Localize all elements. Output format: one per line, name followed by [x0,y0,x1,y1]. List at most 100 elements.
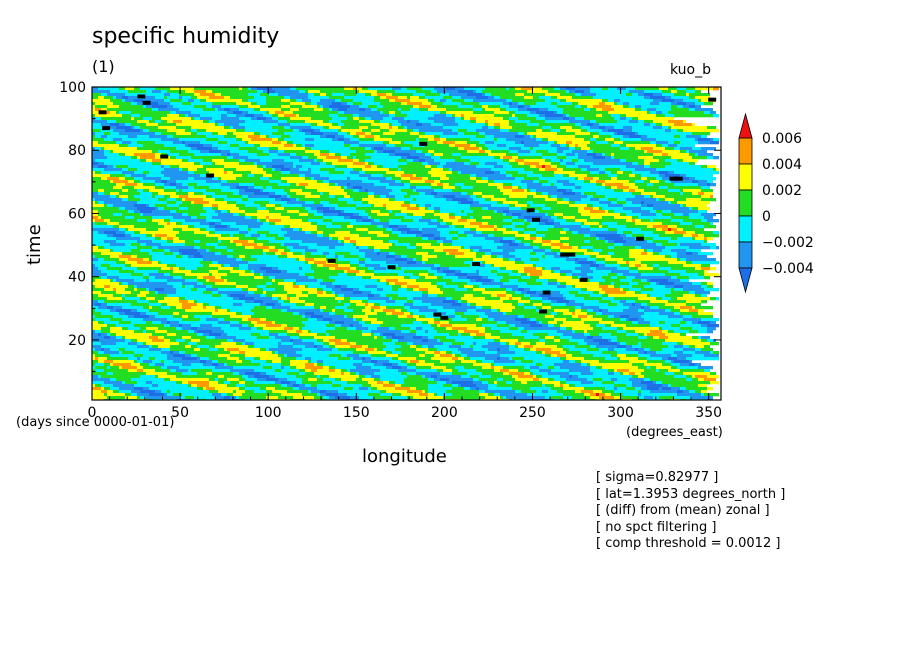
heatmap-cell [134,330,143,334]
heatmap-cell [590,369,608,373]
heatmap-cell [386,96,398,100]
heatmap-cell [314,129,320,133]
heatmap-cell [344,210,365,214]
heatmap-cell [296,114,299,118]
heatmap-cell [434,336,446,340]
heatmap-cell [710,342,719,346]
heatmap-cell [674,93,686,97]
heatmap-cell [119,255,131,259]
heatmap-cell [131,339,137,343]
heatmap-cell [608,204,623,208]
heatmap-cell [503,372,509,376]
heatmap-cell [704,234,719,238]
heatmap-cell [164,219,170,223]
heatmap-cell [305,150,320,154]
heatmap-cell [629,306,641,310]
heatmap-cell [383,321,413,325]
heatmap-cell [695,291,710,295]
heatmap-cell [677,357,686,361]
heatmap-cell [500,267,506,271]
heatmap-cell [683,315,692,319]
heatmap-cell [329,192,347,196]
heatmap-cell [476,309,491,313]
heatmap-cell [362,309,371,313]
heatmap-cell [626,330,635,334]
heatmap-cell [488,348,497,352]
heatmap-cell [518,201,527,205]
heatmap-cell [638,357,647,361]
heatmap-cell [530,366,539,370]
heatmap-cell [377,336,383,340]
heatmap-cell [167,333,176,337]
heatmap-cell [92,126,110,130]
heatmap-cell [263,150,269,154]
heatmap-cell [119,207,125,211]
heatmap-cell [122,351,134,355]
heatmap-cell [248,150,263,154]
heatmap-cell [179,249,197,253]
heatmap-cell [656,243,662,247]
heatmap-cell [260,234,266,238]
heatmap-cell [413,321,422,325]
heatmap-cell [491,252,509,256]
heatmap-cell [677,228,683,232]
heatmap-cell [677,252,686,256]
heatmap-cell [464,330,479,334]
heatmap-cell [98,141,116,145]
heatmap-cell [110,249,113,253]
heatmap-cell [272,114,278,118]
heatmap-cell [98,87,119,91]
heatmap-cell [140,126,158,130]
heatmap-cell [350,195,368,199]
heatmap-cell [182,255,188,259]
heatmap-cell [581,276,593,280]
heatmap-cell [638,120,644,124]
heatmap-cell [272,117,278,121]
heatmap-cell [629,267,638,271]
heatmap-cell [641,228,656,232]
heatmap-cell [443,270,455,274]
heatmap-cell [401,168,431,172]
heatmap-cell [671,276,677,280]
heatmap-cell [356,93,365,97]
heatmap-cell [107,276,119,280]
heatmap-cell [455,312,464,316]
heatmap-cell [587,348,599,352]
heatmap-cell [365,285,377,289]
heatmap-cell [530,273,542,277]
heatmap-cell [164,339,170,343]
heatmap-cell [437,219,443,223]
heatmap-cell [425,165,431,169]
heatmap-cell [560,327,566,331]
heatmap-cell [209,333,221,337]
heatmap-cell [200,99,206,103]
heatmap-cell [170,165,179,169]
heatmap-cell [365,375,371,379]
heatmap-cell [422,123,431,127]
heatmap-cell [359,144,386,148]
heatmap-cell [101,345,137,349]
chart-title: specific humidity [92,24,280,49]
heatmap-cell [587,258,596,262]
heatmap-cell [320,375,329,379]
heatmap-cell [221,252,263,256]
heatmap-cell [338,237,344,241]
heatmap-cell [242,342,245,346]
heatmap-cell [134,351,161,355]
heatmap-cell [677,87,686,91]
heatmap-cell [95,354,110,358]
heatmap-cell [662,123,674,127]
heatmap-cell [182,183,188,187]
heatmap-cell [431,156,440,160]
heatmap-cell [446,351,452,355]
heatmap-cell [122,198,128,202]
heatmap-cell [506,342,509,346]
heatmap-cell [239,147,257,151]
heatmap-cell [239,255,245,259]
heatmap-cell [416,252,428,256]
heatmap-cell [224,279,227,283]
heatmap-cell [275,381,281,385]
heatmap-cell [101,93,107,97]
heatmap-cell [644,123,650,127]
heatmap-cell [518,105,524,109]
